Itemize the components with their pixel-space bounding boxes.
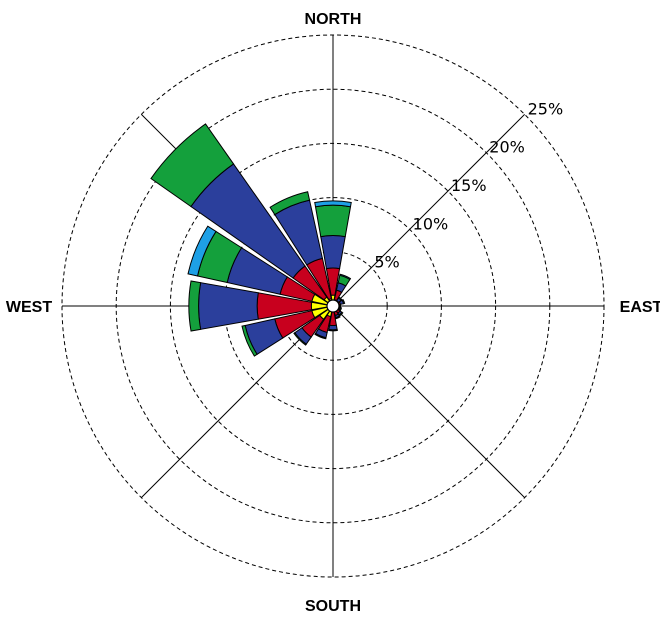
petal-ene-seg-4 [341,298,346,305]
ring-label-3: 15% [451,176,487,195]
axis-ne [332,114,525,307]
petal-sw-seg-4 [293,332,307,346]
petal-wnw-seg-5 [187,225,217,277]
petal-w-seg-3 [198,282,259,330]
petal-wsw-seg-4 [241,324,258,357]
axis-se [332,305,525,498]
petal-se-seg-4 [338,311,344,317]
petal-s-seg-4 [328,328,338,332]
ring-labels: 5% 10%15%20% 25% [374,99,563,271]
label-north: NORTH [305,11,362,28]
ring-label-4: 20% [489,138,525,157]
petal-n-seg-4 [314,204,352,238]
wind-petals [150,123,352,357]
ring-label-1: 5% [374,253,399,272]
petal-s-seg-3 [328,324,338,331]
center-hub [326,299,340,313]
ring-label-2: 10% [413,214,449,233]
label-east: EAST [620,299,660,316]
label-west: WEST [6,299,52,316]
petal-nnw-seg-4 [269,191,311,216]
label-south: SOUTH [305,598,361,615]
petal-ssw-seg-4 [314,332,327,340]
petal-nw-seg-4 [150,123,235,208]
petal-sse-seg-4 [334,315,341,320]
petal-n-seg-3 [320,235,346,270]
petal-n-seg-5 [314,200,352,208]
petal-nne-seg-5 [339,273,352,281]
ring-label-5: 25% [528,99,564,118]
petal-w-seg-4 [188,280,202,332]
